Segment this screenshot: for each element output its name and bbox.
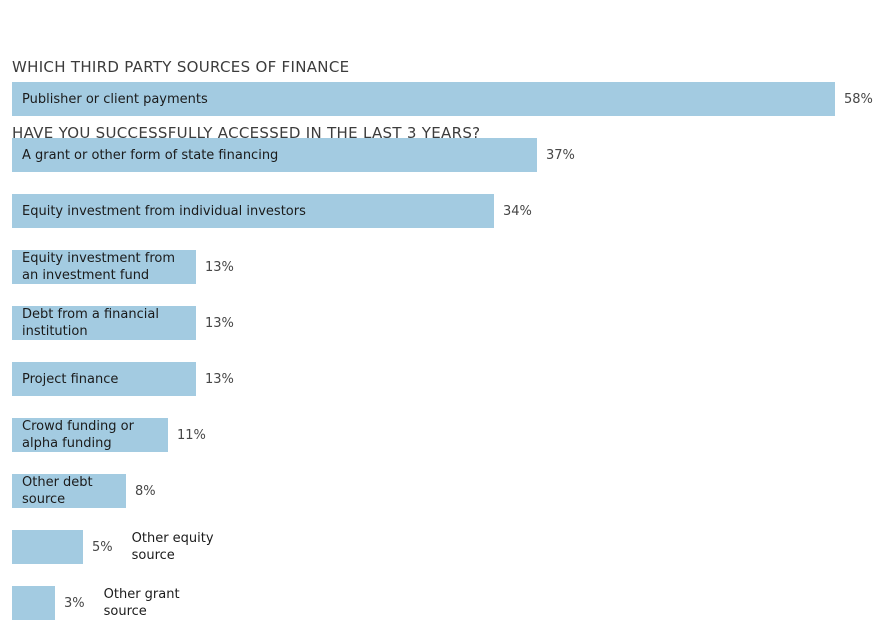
chart-title-line2: HAVE YOU SUCCESSFULLY ACCESSED IN THE LA… — [12, 124, 481, 142]
percent-label: 8% — [135, 483, 156, 499]
bar-label-line: Other equity — [131, 531, 214, 546]
bar-label-line: institution — [22, 324, 88, 339]
bar-label-line: an investment fund — [22, 268, 150, 283]
bar-label: Other grant source — [104, 586, 180, 620]
percent-label: 34% — [503, 203, 532, 219]
bar: Crowd funding or alpha funding — [12, 418, 168, 452]
bar: Debt from a financial institution — [12, 306, 196, 340]
percent-label: 58% — [844, 91, 873, 107]
chart-title-line1: WHICH THIRD PARTY SOURCES OF FINANCE — [12, 58, 350, 76]
bar-row: A grant or other form of state financing… — [12, 138, 575, 172]
bar-label-line: Publisher or client payments — [22, 91, 208, 107]
percent-label: 3% — [64, 595, 85, 611]
bar-label-line: source — [103, 604, 147, 619]
bar-label-line: Other debt — [22, 475, 93, 490]
percent-label: 11% — [177, 427, 206, 443]
bar-row: Publisher or client payments 58% — [12, 82, 873, 116]
bar-row: 3% Other grant source — [12, 586, 180, 620]
bar-label: Publisher or client payments — [12, 91, 208, 108]
bar: Project finance — [12, 362, 196, 396]
bar-label-line: alpha funding — [22, 436, 112, 451]
bar-label-line: Equity investment from individual invest… — [22, 203, 306, 219]
bar-label-line: source — [131, 548, 175, 563]
bar-label-line: Equity investment from — [22, 251, 176, 266]
bar: Equity investment from individual invest… — [12, 194, 494, 228]
bar-row: Equity investment from an investment fund… — [12, 250, 234, 284]
bar-label-line: Debt from a financial — [22, 307, 159, 322]
percent-label: 13% — [205, 371, 234, 387]
percent-label: 37% — [546, 147, 575, 163]
bar-label: Other equity source — [132, 530, 214, 564]
bar-label: Equity investment from individual invest… — [12, 203, 306, 220]
bar — [12, 530, 83, 564]
bar — [12, 586, 55, 620]
bar-row: Equity investment from individual invest… — [12, 194, 532, 228]
bar-row: Crowd funding or alpha funding 11% — [12, 418, 206, 452]
bar: A grant or other form of state financing — [12, 138, 537, 172]
bar-row: Debt from a financial institution 13% — [12, 306, 234, 340]
bar-label-line: Other grant — [103, 587, 180, 602]
bar-row: Project finance 13% — [12, 362, 234, 396]
bar-label-line: Crowd funding or — [22, 419, 134, 434]
bar-label-line: source — [22, 492, 66, 507]
bar: Publisher or client payments — [12, 82, 835, 116]
bar: Other debt source — [12, 474, 126, 508]
bar-label: Equity investment from an investment fund — [12, 250, 175, 284]
bar-row: Other debt source 8% — [12, 474, 156, 508]
bar-label-line: Project finance — [22, 371, 119, 387]
bar-label: Crowd funding or alpha funding — [12, 418, 134, 452]
percent-label: 13% — [205, 315, 234, 331]
bar-label-line: A grant or other form of state financing — [22, 147, 279, 163]
bar-label: Debt from a financial institution — [12, 306, 159, 340]
bar-label: A grant or other form of state financing — [12, 147, 278, 164]
percent-label: 5% — [92, 539, 113, 555]
bar-label: Other debt source — [12, 474, 93, 508]
chart-title: WHICH THIRD PARTY SOURCES OF FINANCE HAV… — [12, 12, 480, 188]
bar-label: Project finance — [12, 371, 118, 388]
percent-label: 13% — [205, 259, 234, 275]
bar: Equity investment from an investment fund — [12, 250, 196, 284]
bar-row: 5% Other equity source — [12, 530, 214, 564]
